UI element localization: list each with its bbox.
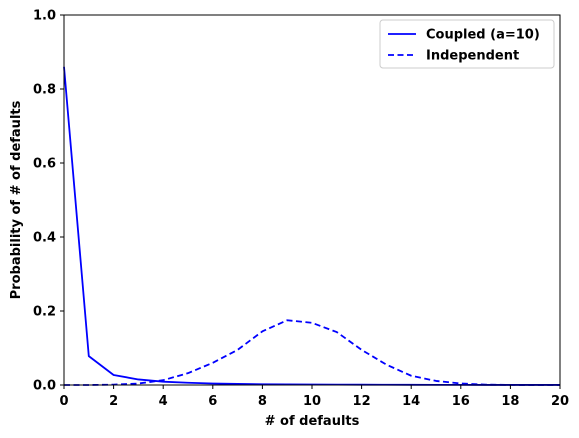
x-tick-label: 0	[59, 394, 68, 409]
legend-box	[379, 19, 555, 69]
x-tick-label: 2	[109, 394, 118, 409]
y-tick-label: 0.4	[33, 231, 56, 246]
legend-label-coupled: Coupled (a=10)	[426, 28, 540, 43]
y-tick-label: 1.0	[33, 9, 56, 24]
x-tick-label: 6	[208, 394, 217, 409]
legend-label-independent: Independent	[426, 49, 519, 64]
x-tick-label: 16	[452, 394, 470, 409]
x-tick-label: 4	[159, 394, 168, 409]
y-axis: 0.0 0.2 0.4 0.6 0.8 1.0	[33, 9, 64, 394]
x-tick-label: 20	[551, 394, 569, 409]
y-tick-label: 0.0	[33, 379, 56, 394]
x-axis: 0 2 4 6 8 10 12 14 16 18 20	[59, 385, 569, 409]
y-tick-label: 0.2	[33, 305, 56, 320]
plot-area	[64, 15, 560, 385]
series-line-independent	[64, 319, 561, 386]
x-tick-label: 8	[258, 394, 267, 409]
legend: Coupled (a=10) Independent	[379, 19, 555, 69]
x-tick-label: 10	[303, 394, 321, 409]
x-tick-label: 14	[402, 394, 420, 409]
x-axis-label: # of defaults	[265, 414, 360, 429]
y-tick-label: 0.8	[33, 83, 56, 98]
x-tick-label: 12	[353, 394, 371, 409]
x-tick-label: 18	[501, 394, 519, 409]
y-tick-label: 0.6	[33, 157, 56, 172]
y-axis-label: Probability of # of defaults	[9, 100, 24, 299]
